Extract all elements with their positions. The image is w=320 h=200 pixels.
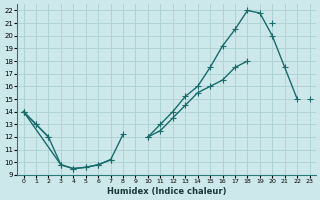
X-axis label: Humidex (Indice chaleur): Humidex (Indice chaleur) [107, 187, 226, 196]
